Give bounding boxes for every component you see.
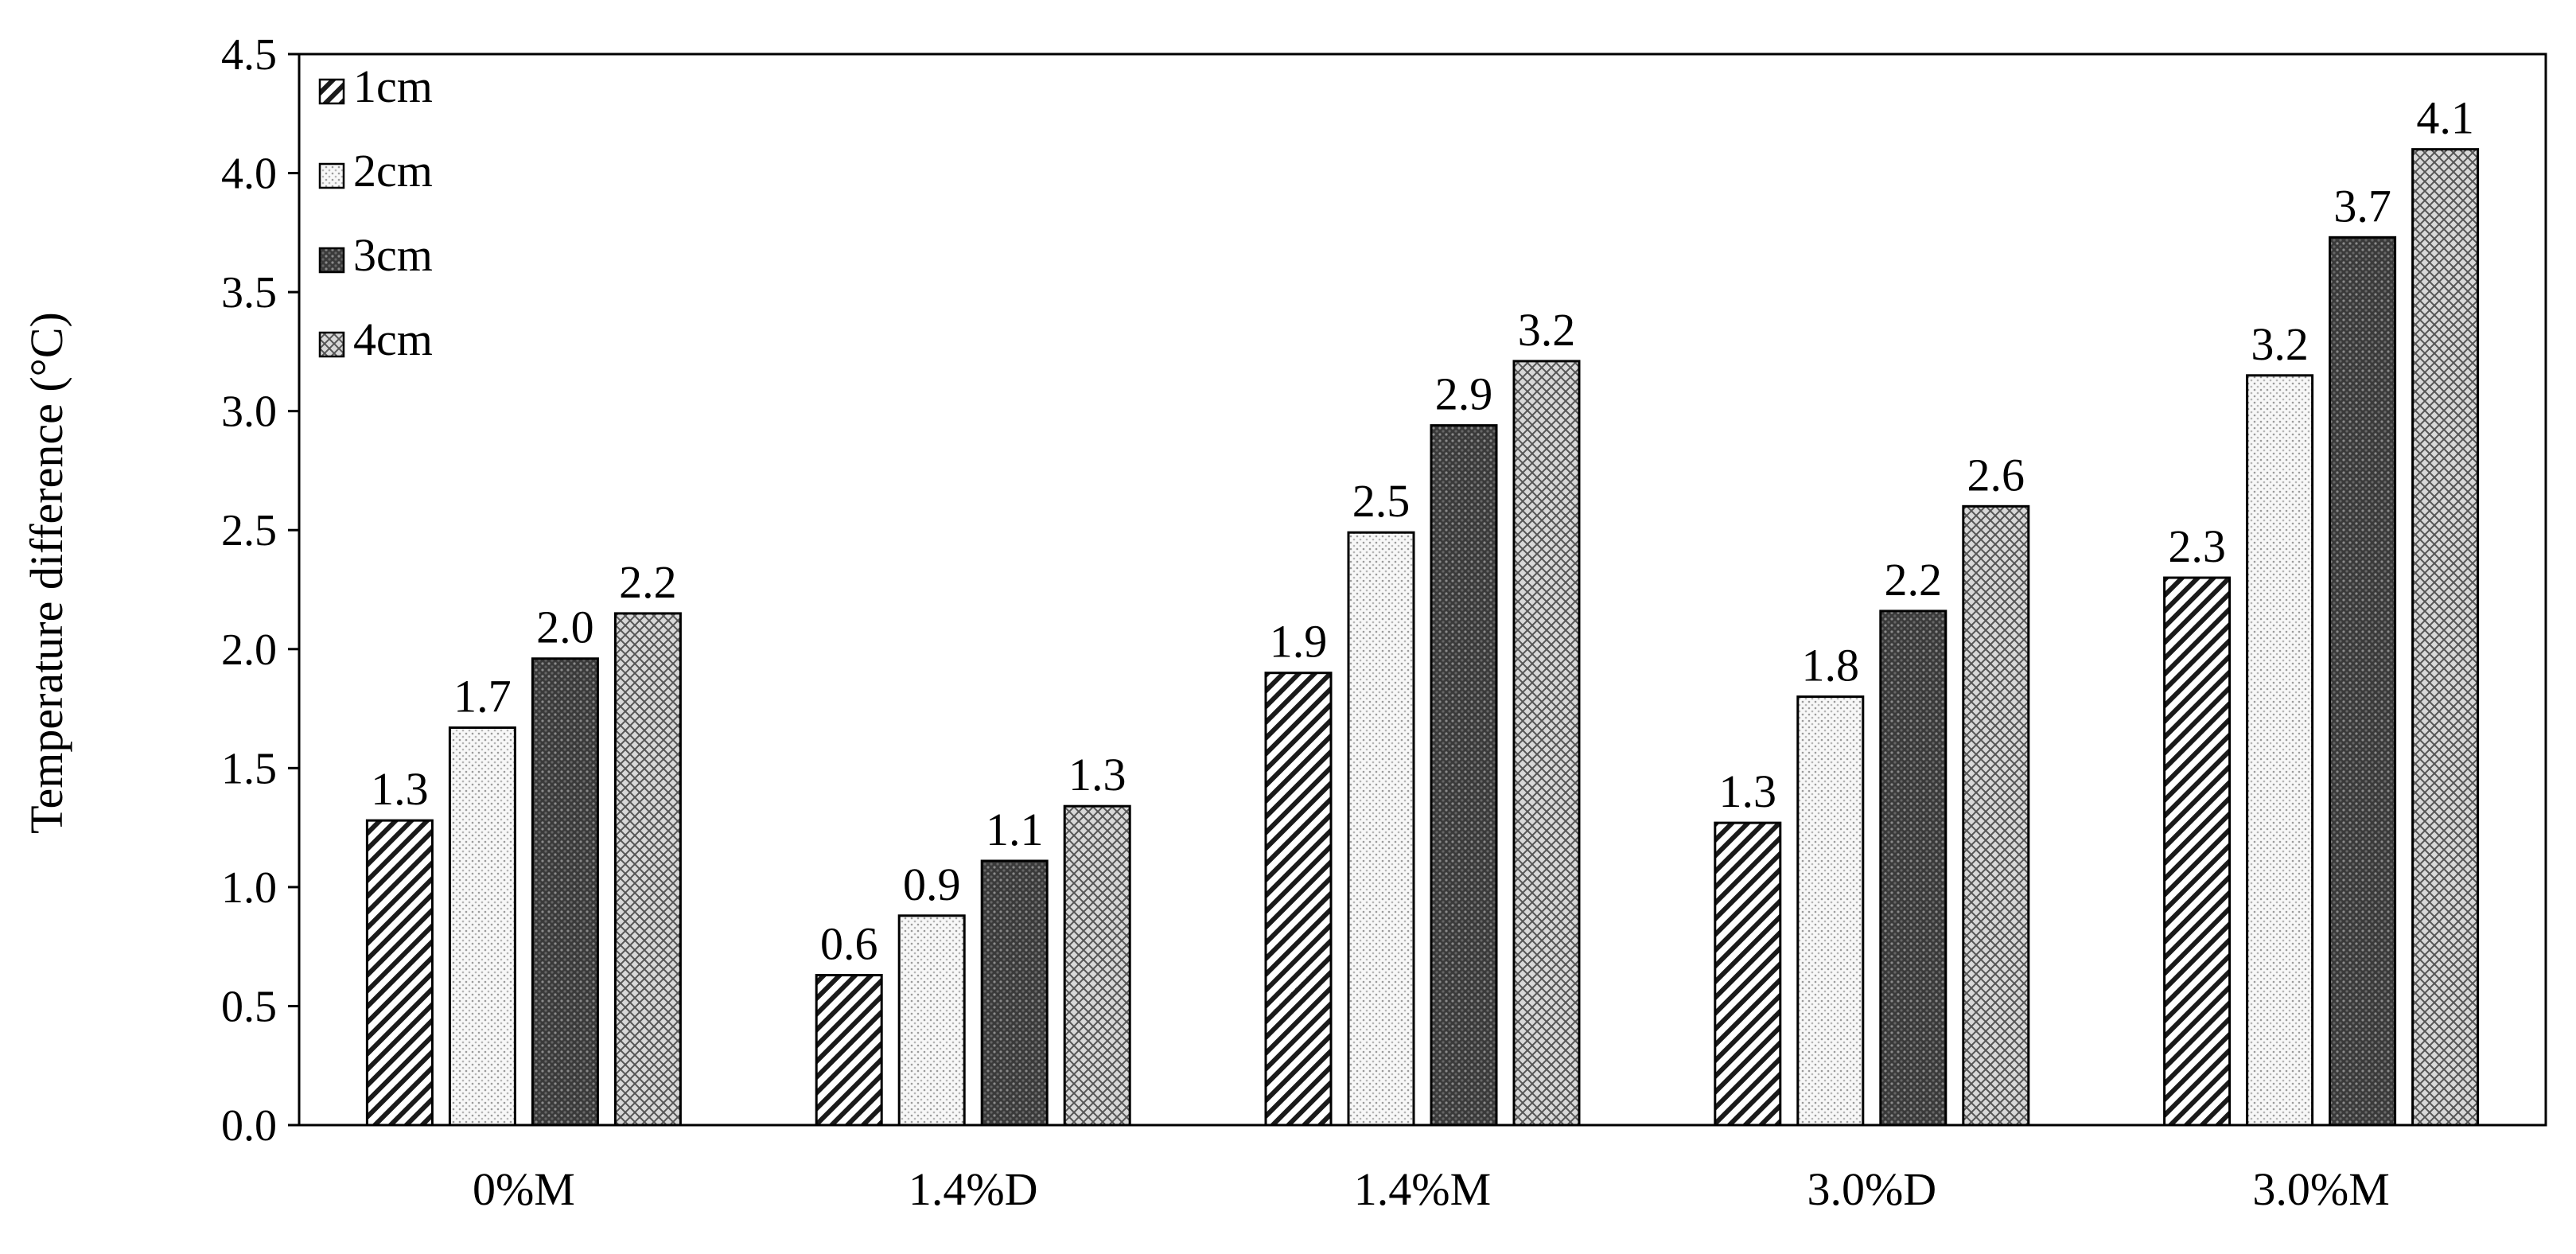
bar-1cm-1.4%M <box>1264 672 1333 1127</box>
y-tick-label: 0.5 <box>221 982 277 1031</box>
bar-value-label: 1.3 <box>371 763 429 815</box>
bar-value-label: 2.3 <box>2168 520 2226 572</box>
x-tick-label: 1.4%D <box>909 1163 1038 1215</box>
y-tick-label: 4.5 <box>221 30 277 80</box>
bar-value-label: 1.3 <box>1719 765 1777 817</box>
legend-swatch-1cm <box>318 78 345 105</box>
bar-value-label: 2.2 <box>619 556 677 608</box>
bar-3cm-1.4%D <box>980 859 1049 1127</box>
bar-value-label: 3.2 <box>1518 304 1576 356</box>
bar-1cm-3.0%M <box>2163 576 2232 1127</box>
bar-value-label: 1.8 <box>1802 640 1860 691</box>
legend-swatch-4cm <box>318 331 345 358</box>
legend-swatch-3cm <box>318 247 345 274</box>
bar-value-labels: 1.3 1.7 2.0 2.2 0.6 0.9 1.1 1.3 1.9 2.5 2.9 3.2 1.3 1… <box>371 92 2474 970</box>
bar-value-label: 3.7 <box>2333 180 2391 232</box>
legend-label-4cm: 4cm <box>353 314 433 365</box>
bar-2cm-3.0%D <box>1796 695 1865 1127</box>
legend: 1cm 2cm 3cm 4cm <box>318 60 433 365</box>
bar-value-label: 4.1 <box>2416 92 2474 144</box>
bar-value-label: 2.6 <box>1967 449 2025 500</box>
bar-value-label: 1.7 <box>453 670 512 722</box>
bars <box>365 148 2480 1127</box>
x-tick-label: 3.0%D <box>1807 1163 1936 1215</box>
bar-value-label: 1.3 <box>1068 749 1127 800</box>
bar-2cm-1.4%M <box>1347 531 1415 1127</box>
bar-1cm-1.4%D <box>815 974 883 1127</box>
bar-4cm-0%M <box>613 612 682 1127</box>
legend-label-2cm: 2cm <box>353 145 433 197</box>
bar-2cm-1.4%D <box>897 914 966 1127</box>
y-tick-label: 2.0 <box>221 625 277 675</box>
legend-swatch-2cm <box>318 162 345 189</box>
bar-3cm-3.0%M <box>2329 236 2397 1127</box>
bar-4cm-3.0%D <box>1962 504 2030 1127</box>
bar-value-label: 3.2 <box>2251 318 2309 370</box>
x-tick-label: 3.0%M <box>2252 1163 2389 1215</box>
bar-1cm-3.0%D <box>1714 821 1782 1127</box>
bar-3cm-3.0%D <box>1879 609 1948 1127</box>
x-tick-label: 0%M <box>473 1163 575 1215</box>
bar-3cm-0%M <box>531 657 599 1127</box>
y-tick-label: 3.5 <box>221 268 277 317</box>
bar-value-label: 0.6 <box>820 918 878 970</box>
x-tick-label: 1.4%M <box>1354 1163 1491 1215</box>
y-tick-label: 3.0 <box>221 387 277 437</box>
bar-2cm-3.0%M <box>2246 374 2314 1127</box>
bar-4cm-1.4%D <box>1063 804 1131 1127</box>
bar-1cm-0%M <box>365 819 434 1127</box>
bar-value-label: 2.0 <box>536 602 594 653</box>
plot-frame <box>298 53 2547 1127</box>
bar-value-label: 1.9 <box>1270 616 1328 668</box>
legend-label-1cm: 1cm <box>353 60 433 112</box>
y-tick-label: 2.5 <box>221 506 277 555</box>
y-axis-label: Temperature difference (°C) <box>21 312 72 834</box>
legend-label-3cm: 3cm <box>353 229 433 281</box>
y-tick-label: 1.0 <box>221 863 277 913</box>
bar-4cm-1.4%M <box>1512 360 1581 1127</box>
bar-value-label: 2.9 <box>1435 368 1493 420</box>
y-tick-label: 1.5 <box>221 744 277 793</box>
axes: 0.0 0.5 1.0 1.5 2.0 2.5 3.0 3.5 4.0 4.5 0%M 1.4%D 1.… <box>221 30 2547 1215</box>
bar-value-label: 1.1 <box>986 804 1044 855</box>
bar-value-label: 2.2 <box>1885 554 1943 606</box>
bar-value-label: 2.5 <box>1352 475 1411 527</box>
y-tick-label: 4.0 <box>221 150 277 199</box>
y-tick-label: 0.0 <box>221 1101 277 1151</box>
bar-3cm-1.4%M <box>1430 424 1498 1127</box>
bar-2cm-0%M <box>448 726 516 1127</box>
bar-value-label: 0.9 <box>903 859 961 910</box>
bar-4cm-3.0%M <box>2411 148 2480 1127</box>
